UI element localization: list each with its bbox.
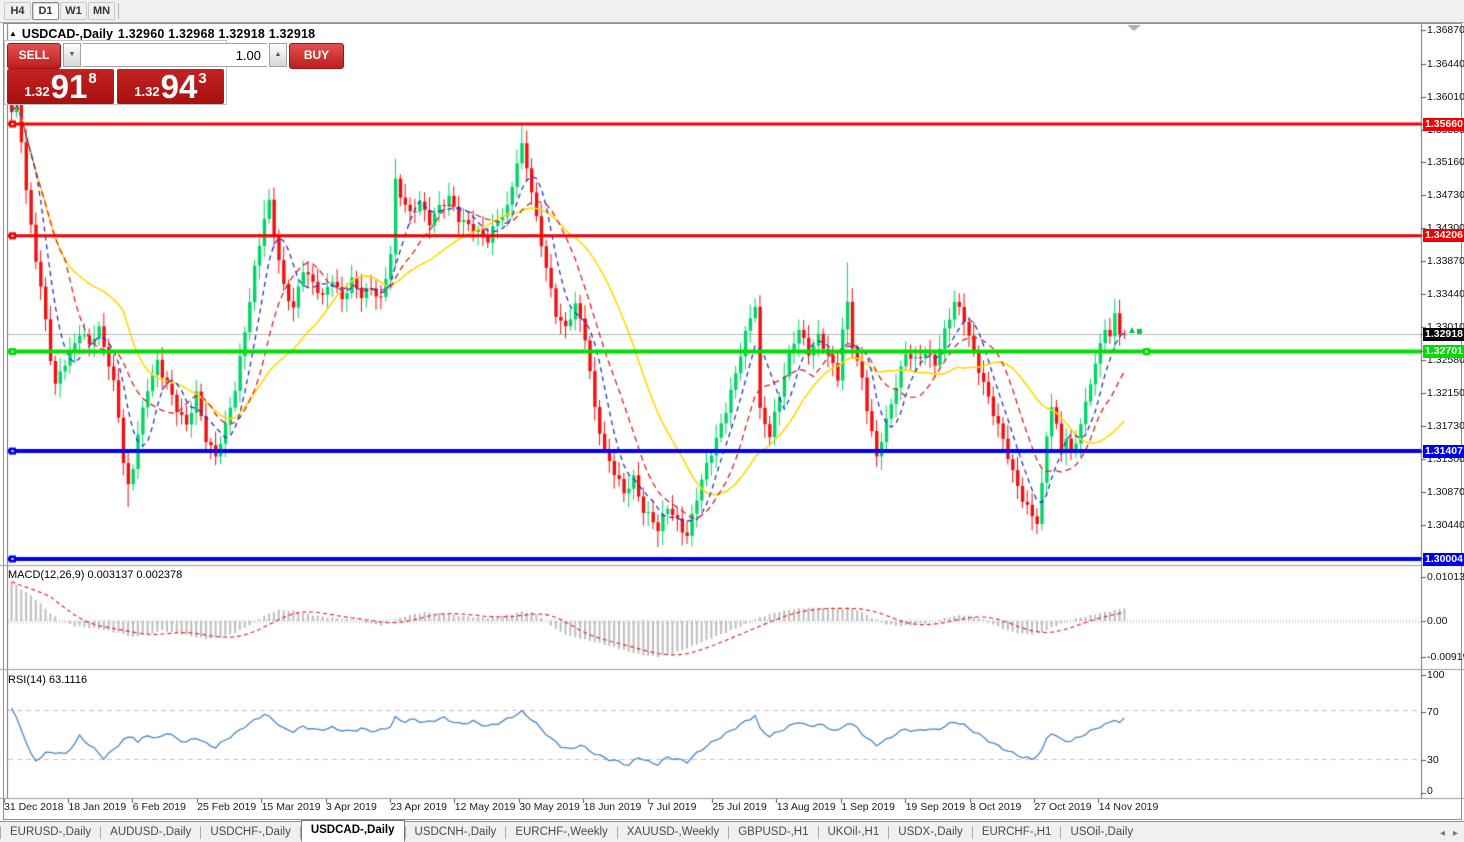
chart-tab-eurusd-daily[interactable]: EURUSD-,Daily (10, 826, 92, 838)
sell-price-main: 91 (50, 68, 88, 105)
chart-title: ▲ USDCAD-,Daily 1.32960 1.32968 1.32918 … (9, 27, 315, 41)
price-tick-label: 1.34730 (1427, 189, 1464, 201)
price-tick-label: 1.30870 (1427, 485, 1464, 498)
tab-separator (299, 826, 301, 839)
tab-separator (817, 826, 819, 839)
date-axis-label: 15 Mar 2019 (261, 801, 321, 813)
timeframe-button-h4[interactable]: H4 (4, 2, 31, 20)
price-tick-label: 1.35160 (1427, 156, 1464, 168)
tab-separator (616, 826, 618, 839)
price-tick-label: 1.31730 (1427, 419, 1464, 432)
price-tick-label: 1.33440 (1427, 288, 1464, 301)
macd-axis-label: -0.009194 (1427, 650, 1464, 663)
chart-tab-audusd-daily[interactable]: AUDUSD-,Daily (110, 826, 192, 838)
volume-increase-button[interactable]: ▲ (269, 43, 287, 67)
tab-separator (971, 826, 973, 839)
hline-price-label: 1.32701 (1423, 345, 1464, 359)
tab-separator (200, 826, 202, 839)
chart-tab-usdchf-daily[interactable]: USDCHF-,Daily (210, 826, 291, 838)
date-axis-label: 27 Oct 2019 (1034, 801, 1092, 813)
tab-scroll-left-icon[interactable]: ◂ (1439, 828, 1445, 839)
date-axis-label: 6 Feb 2019 (132, 801, 186, 813)
sell-button[interactable]: SELL (7, 43, 61, 69)
timeframe-button-w1[interactable]: W1 (60, 2, 87, 20)
symbol-period-label: USDCAD-,Daily (21, 27, 113, 41)
chart-tab-usdx-daily[interactable]: USDX-,Daily (898, 826, 963, 838)
hline-price-label: 1.30004 (1423, 552, 1464, 566)
tab-separator (728, 826, 730, 839)
buy-price-main: 94 (160, 68, 198, 105)
tab-scroll-arrows: ◂ ▸ (1440, 828, 1458, 839)
tab-separator (505, 826, 507, 839)
current-price-label: 1.32918 (1423, 328, 1464, 342)
macd-indicator-label: MACD(12,26,9) 0.003137 0.002378 (8, 569, 183, 581)
date-axis-label: 13 Aug 2019 (776, 801, 836, 813)
price-tick-label: 1.30440 (1427, 518, 1464, 531)
chart-tab-xauusd-weekly[interactable]: XAUUSD-,Weekly (626, 826, 720, 838)
ohlc-quote-label: 1.32960 1.32968 1.32918 1.32918 (117, 27, 316, 41)
date-axis-label: 14 Nov 2019 (1098, 801, 1159, 813)
buy-price-display[interactable]: 1.32 94 3 (117, 69, 224, 104)
date-axis-label: 1 Sep 2019 (841, 801, 895, 813)
date-axis-label: 30 May 2019 (519, 801, 580, 813)
rsi-axis-label: 100 (1427, 668, 1445, 681)
chart-tab-eurchf-weekly[interactable]: EURCHF-,Weekly (515, 826, 608, 838)
volume-input[interactable] (83, 43, 267, 67)
price-tick-label: 1.36870 (1427, 24, 1464, 37)
collapse-arrow-icon[interactable]: ▲ (9, 29, 17, 38)
date-axis-label: 23 Apr 2019 (390, 801, 448, 813)
chart-tab-usdcnh-daily[interactable]: USDCNH-,Daily (414, 826, 497, 838)
rsi-axis-label: 0 (1427, 784, 1433, 797)
tab-separator (888, 826, 890, 839)
toolbar-separator (118, 3, 119, 19)
timeframe-button-d1[interactable]: D1 (32, 2, 59, 20)
price-tick-label: 1.33870 (1427, 255, 1464, 268)
timeframe-button-mn[interactable]: MN (88, 2, 115, 20)
timeframe-toolbar: H4 D1 W1 MN (0, 0, 1464, 23)
buy-price-prefix: 1.32 (134, 84, 160, 99)
one-click-trading-panel: SELL ▼ ▲ BUY 1.32 91 8 1.32 94 3 (4, 40, 344, 105)
chart-tab-usdcad-daily[interactable]: USDCAD-,Daily (300, 820, 405, 842)
date-axis-label: 12 May 2019 (454, 801, 516, 813)
chart-tab-bar: EURUSD-,Daily AUDUSD-,Daily USDCHF-,Daily U… (0, 820, 1464, 842)
price-tick-label: 1.32150 (1427, 387, 1464, 400)
hline-price-label: 1.35660 (1423, 117, 1464, 131)
rsi-axis-label: 30 (1427, 753, 1439, 766)
price-tick-label: 1.36440 (1427, 57, 1464, 70)
date-axis-label: 3 Apr 2019 (326, 801, 377, 813)
tab-separator (100, 826, 102, 839)
volume-decrease-button[interactable]: ▼ (63, 43, 81, 67)
chart-tab-ukoil-h1[interactable]: UKOil-,H1 (827, 826, 880, 838)
date-axis-label: 18 Jun 2019 (583, 801, 642, 813)
rsi-indicator-label: RSI(14) 63.1116 (8, 674, 88, 686)
tab-scroll-right-icon[interactable]: ▸ (1452, 828, 1458, 839)
macd-axis-label: 0.010134 (1427, 570, 1464, 583)
sell-price-prefix: 1.32 (24, 84, 50, 99)
buy-price-pip: 3 (198, 70, 207, 87)
date-axis-label: 19 Sep 2019 (905, 801, 966, 813)
date-axis-label: 31 Dec 2018 (4, 801, 64, 813)
rsi-axis-label: 70 (1427, 705, 1439, 718)
hline-price-label: 1.34206 (1423, 229, 1464, 243)
sell-price-display[interactable]: 1.32 91 8 (7, 69, 114, 104)
tab-separator (404, 826, 406, 839)
date-axis-label: 8 Oct 2019 (970, 801, 1022, 813)
price-tick-label: 1.36010 (1427, 90, 1464, 103)
date-axis-label: 25 Feb 2019 (197, 801, 257, 813)
date-axis-label: 25 Jul 2019 (712, 801, 767, 813)
chart-tab-usoil-daily[interactable]: USOil-,Daily (1070, 826, 1134, 838)
tab-separator (1060, 826, 1062, 839)
chart-tab-eurchf-h1[interactable]: EURCHF-,H1 (981, 826, 1052, 838)
macd-axis-label: 0.00 (1427, 614, 1448, 627)
buy-button[interactable]: BUY (289, 43, 344, 69)
date-axis-label: 7 Jul 2019 (648, 801, 697, 813)
sell-price-pip: 8 (88, 70, 97, 87)
date-axis-label: 18 Jan 2019 (68, 801, 127, 813)
hline-price-label: 1.31407 (1423, 444, 1464, 458)
chart-tab-gbpusd-h1[interactable]: GBPUSD-,H1 (738, 826, 809, 838)
